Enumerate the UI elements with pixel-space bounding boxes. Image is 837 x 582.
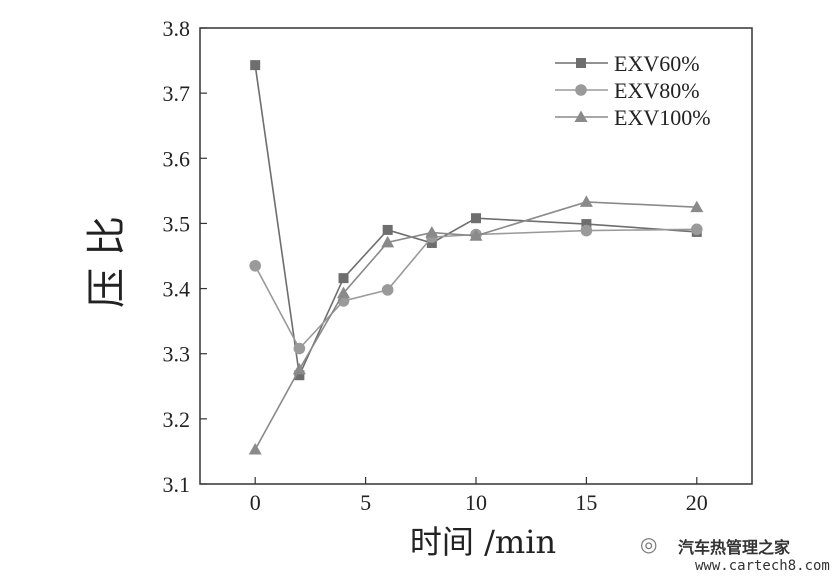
legend-item: EXV60% <box>555 51 700 76</box>
x-tick-label: 20 <box>686 490 708 515</box>
legend-label: EXV100% <box>614 105 711 130</box>
x-axis-title: 时间 /min <box>410 523 556 561</box>
y-axis-title: 压比 <box>84 204 130 308</box>
y-tick-label: 3.5 <box>163 211 191 236</box>
y-tick-label: 3.7 <box>163 81 191 106</box>
legend: EXV60%EXV80%EXV100% <box>555 51 711 130</box>
data-point-triangle <box>579 195 593 207</box>
data-point-square <box>426 237 437 248</box>
legend-item: EXV80% <box>555 78 700 103</box>
legend-label: EXV60% <box>614 51 700 76</box>
y-tick-label: 3.2 <box>163 407 191 432</box>
x-tick-label: 15 <box>575 490 597 515</box>
data-point-circle <box>381 284 394 296</box>
data-point-square <box>581 219 592 230</box>
x-tick-label: 10 <box>465 490 487 515</box>
data-point-circle <box>580 224 593 237</box>
y-tick-label: 3.3 <box>163 342 191 367</box>
watermark-url: www.cartech8.com <box>695 558 830 574</box>
x-tick-label: 5 <box>360 490 371 515</box>
y-axis: 3.1 3.2 3.3 3.4 3.5 3.6 3.7 3.8 <box>163 16 207 497</box>
data-point-triangle <box>337 286 351 299</box>
data-point-circle <box>575 84 587 96</box>
series-line <box>254 65 697 379</box>
data-point-triangle <box>690 200 704 213</box>
data-point-square <box>294 370 305 381</box>
wechat-icon: ◎ <box>640 532 658 556</box>
x-tick-label: 0 <box>250 490 261 515</box>
data-point-square <box>471 213 481 224</box>
data-point-triangle <box>425 226 439 238</box>
watermark-title: 汽车热管理之家 <box>678 538 791 557</box>
legend-label: EXV80% <box>614 78 700 103</box>
x-axis: 0 5 10 15 20 <box>250 477 708 515</box>
data-point-circle <box>293 342 306 355</box>
legend-item: EXV100% <box>555 105 711 130</box>
data-point-triangle <box>381 235 395 248</box>
data-point-square <box>382 224 393 235</box>
series-3 <box>248 195 704 455</box>
series-line <box>254 201 697 450</box>
data-point-square <box>250 60 261 71</box>
series-layer <box>248 60 704 455</box>
y-tick-label: 3.8 <box>163 16 191 41</box>
data-point-square <box>338 273 349 284</box>
data-point-circle <box>249 259 261 272</box>
watermark: ◎ 汽车热管理之家 www.cartech8.com <box>640 530 835 580</box>
data-point-square <box>576 58 586 68</box>
y-tick-label: 3.6 <box>163 146 191 171</box>
series-line <box>254 228 697 350</box>
y-tick-label: 3.1 <box>163 472 191 497</box>
data-point-triangle <box>248 442 262 455</box>
data-point-circle <box>691 223 703 236</box>
data-point-triangle <box>574 110 588 122</box>
data-point-triangle <box>469 229 483 241</box>
data-point-triangle <box>292 362 306 375</box>
y-tick-label: 3.4 <box>163 277 191 302</box>
